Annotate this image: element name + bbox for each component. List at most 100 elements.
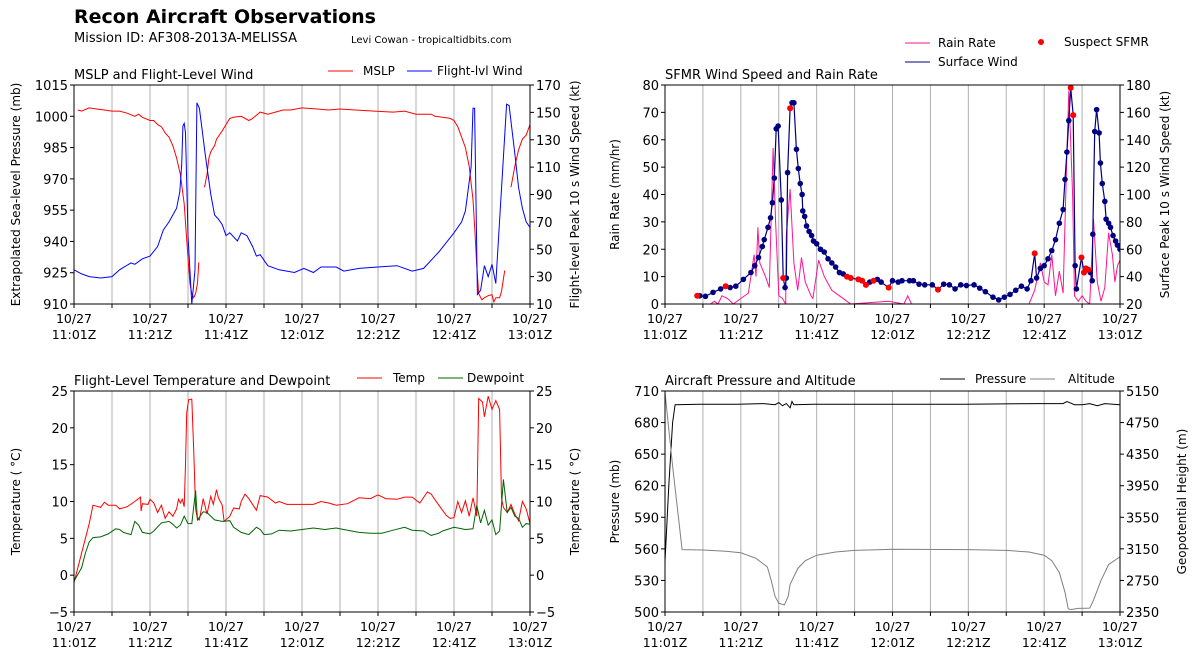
mission-id: Mission ID: AF308-2013A-MELISSA <box>74 31 298 46</box>
x-tick-label: 10/27 <box>512 311 548 326</box>
x-tick-label: 12:01Z <box>280 327 325 342</box>
x-tick-label: 12:21Z <box>946 635 991 650</box>
x-tick-label: 10/27 <box>647 311 683 326</box>
x-tick-label: 10/27 <box>284 619 320 634</box>
x-tick-label: 10/27 <box>647 619 683 634</box>
y-tick-label: 10 <box>51 496 68 511</box>
x-tick-label: 11:41Z <box>794 635 839 650</box>
x-tick-label: 12:01Z <box>870 635 915 650</box>
y2-axis-label: Temperature ( °C) <box>568 448 582 556</box>
surface-wind-point <box>1107 224 1114 231</box>
surface-wind-point <box>1041 262 1047 269</box>
x-tick-label: 11:01Z <box>52 327 97 342</box>
y2-tick-label: 25 <box>536 385 553 400</box>
y-tick-label: 80 <box>642 79 659 94</box>
y-tick-label: 70 <box>642 106 659 121</box>
surface-wind-point <box>995 297 1002 303</box>
suspect-sfmr-point <box>780 274 787 281</box>
x-tick-label: 10/27 <box>950 619 986 634</box>
chart-title: Flight-Level Temperature and Dewpoint <box>74 374 330 389</box>
y-tick-label: 1000 <box>35 110 68 125</box>
y-tick-label: 10 <box>642 271 659 286</box>
x-tick-label: 10/27 <box>360 619 396 634</box>
suspect-sfmr-point <box>787 105 794 112</box>
suspect-sfmr-point <box>1067 85 1074 91</box>
x-tick-label: 10/27 <box>1102 619 1138 634</box>
flight-lvl-wind-line <box>74 102 530 304</box>
surface-wind-point <box>1028 277 1034 284</box>
x-tick-label: 13:01Z <box>508 327 553 342</box>
y-tick-label: 910 <box>43 298 68 313</box>
temp-line <box>74 396 530 583</box>
mslp-line <box>510 124 530 188</box>
y2-tick-label: −5 <box>536 606 555 621</box>
surface-wind-point <box>710 289 716 296</box>
surface-wind-point <box>940 281 947 287</box>
x-tick-label: 12:41Z <box>1022 635 1067 650</box>
surface-wind-point <box>929 282 936 288</box>
altitude-line <box>665 392 1120 611</box>
surface-wind-point <box>982 288 989 295</box>
plot-area <box>74 396 530 583</box>
y2-tick-label: 90 <box>536 189 553 204</box>
y2-tick-label: 3150 <box>1126 543 1159 558</box>
axes-frame <box>73 390 531 613</box>
surface-wind-point <box>1018 283 1025 290</box>
surface-wind-point <box>1089 277 1095 284</box>
surface-wind-point <box>813 240 820 247</box>
x-tick-label: 11:01Z <box>52 635 97 650</box>
surface-wind-point <box>1072 262 1078 269</box>
y2-tick-label: 3550 <box>1126 511 1159 526</box>
y2-tick-label: 60 <box>1126 243 1143 258</box>
x-tick-label: 10/27 <box>436 619 472 634</box>
surface-wind-point <box>808 232 815 239</box>
surface-wind-point <box>761 236 768 243</box>
surface-wind-point <box>799 208 806 214</box>
x-tick-label: 10/27 <box>950 311 986 326</box>
surface-wind-point <box>771 175 778 181</box>
chart-title: Aircraft Pressure and Altitude <box>665 374 856 389</box>
x-tick-label: 10/27 <box>874 619 910 634</box>
y2-axis-label: Flight-level Peak 10 s Wind Speed (kt) <box>568 80 582 308</box>
surface-wind-point <box>1033 275 1040 281</box>
surface-wind-point <box>801 213 808 220</box>
y-tick-label: 30 <box>642 216 659 231</box>
surface-wind-point <box>765 224 771 231</box>
x-tick-label: 12:41Z <box>432 327 477 342</box>
surface-wind-point <box>946 282 953 288</box>
pressure-line <box>665 400 1120 562</box>
surface-wind-point <box>976 285 983 291</box>
y2-tick-label: 2350 <box>1126 606 1159 621</box>
surface-wind-point <box>899 277 905 284</box>
y2-tick-label: 70 <box>536 216 553 231</box>
x-tick-label: 10/27 <box>56 311 92 326</box>
surface-wind-point <box>1096 130 1102 136</box>
x-tick-label: 11:41Z <box>794 327 839 342</box>
surface-wind-point <box>782 284 788 291</box>
surface-wind-point <box>1045 256 1051 262</box>
y2-tick-label: 20 <box>1126 298 1143 313</box>
suspect-sfmr-point <box>1085 266 1092 273</box>
plot-area <box>74 102 530 304</box>
y2-tick-label: 100 <box>1126 189 1151 204</box>
y-tick-label: 60 <box>642 134 659 149</box>
legend-temp-label: Temp <box>392 371 425 385</box>
surface-wind-point <box>751 262 758 269</box>
surface-wind-point <box>740 276 747 283</box>
surface-wind-point <box>1062 176 1068 183</box>
surface-wind-point <box>806 228 812 235</box>
surface-wind-point <box>1093 106 1100 113</box>
chart-title: MSLP and Flight-Level Wind <box>74 68 253 83</box>
y2-tick-label: 2750 <box>1126 574 1159 589</box>
x-tick-label: 11:21Z <box>719 327 764 342</box>
y2-tick-label: 5150 <box>1126 385 1159 400</box>
surface-wind-point <box>821 249 828 255</box>
legend-altitude-label: Altitude <box>1068 372 1115 386</box>
surface-wind-point <box>878 279 884 285</box>
figure-title: Recon Aircraft Observations <box>74 6 376 28</box>
surface-wind-point <box>1066 117 1072 124</box>
surface-wind-point <box>767 214 774 221</box>
surface-wind-point <box>1103 216 1109 222</box>
y-tick-label: 985 <box>43 142 68 157</box>
surface-wind-point <box>778 197 785 203</box>
